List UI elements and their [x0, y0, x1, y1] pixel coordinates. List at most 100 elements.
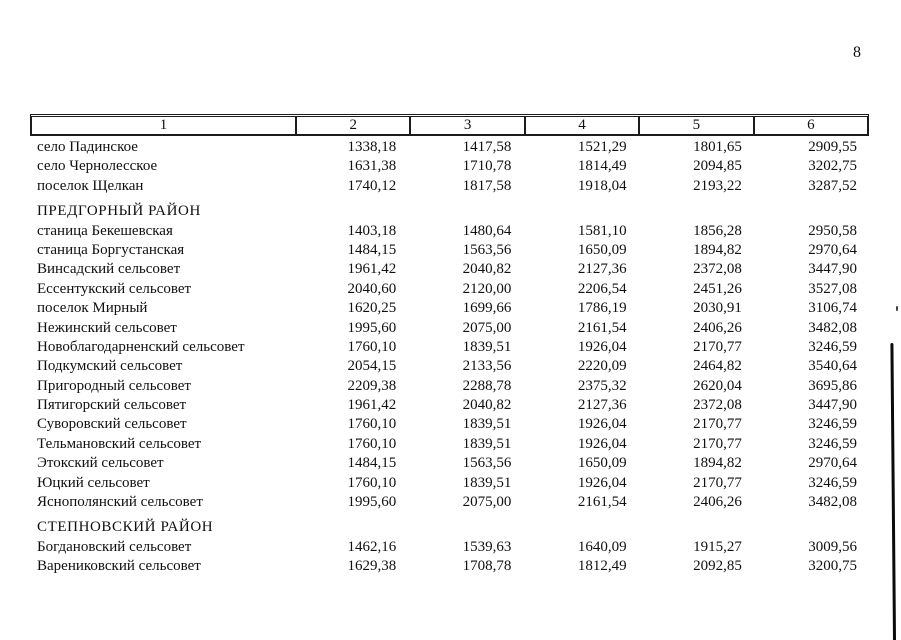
table-row: Подкумский сельсовет 2054,15 2133,56 2220,0… [30, 357, 869, 376]
value-cell: 2094,85 [693, 158, 742, 175]
value-cell: 1839,51 [462, 435, 512, 452]
settlement-name-cell: станица Боргустанская [37, 241, 185, 258]
value-cell: 3009,56 [808, 538, 858, 555]
settlement-name-cell: Подкумский сельсовет [37, 358, 183, 375]
column-header-6: 6 [752, 117, 867, 134]
value-cell: 1812,49 [577, 558, 627, 575]
value-cell: 3202,75 [808, 158, 858, 175]
settlement-name-cell: Пятигорский сельсовет [37, 397, 187, 414]
value-cell: 1918,04 [577, 177, 627, 194]
value-cell: 2970,64 [808, 455, 858, 472]
table-header-row: 1 2 3 4 5 6 [30, 114, 869, 136]
table-body: село Падинское 1338,18 1417,58 1521,29 1801,… [30, 136, 869, 577]
value-cell: 1699,66 [462, 300, 512, 317]
value-cell: 1650,09 [577, 455, 627, 472]
value-cell: 1631,38 [347, 158, 397, 175]
value-cell: 1839,51 [462, 416, 512, 433]
value-cell: 2075,00 [462, 319, 512, 336]
value-cell: 2133,56 [462, 358, 512, 375]
value-cell: 1760,10 [347, 416, 397, 433]
table-row: Этокский сельсовет 1484,15 1563,56 1650,09 1… [30, 454, 869, 473]
value-cell: 2030,91 [693, 300, 742, 317]
value-cell: 1961,42 [347, 261, 397, 278]
value-cell: 3482,08 [808, 494, 858, 511]
value-cell: 2161,54 [577, 319, 627, 336]
value-cell: 1484,15 [347, 455, 397, 472]
value-cell: 3200,75 [808, 558, 858, 575]
value-cell: 3106,74 [808, 300, 858, 317]
value-cell: 1926,04 [577, 435, 627, 452]
table-row: Пригородный сельсовет 2209,38 2288,78 2375,… [30, 377, 869, 396]
value-cell: 2170,77 [693, 416, 742, 433]
page-number: 8 [853, 44, 862, 61]
table-row: село Чернолесское 1631,38 1710,78 1814,49 20… [30, 157, 869, 176]
value-cell: 1839,51 [462, 338, 512, 355]
value-cell: 1629,38 [347, 558, 397, 575]
scan-artifact-line [890, 342, 896, 640]
value-cell: 1710,78 [462, 158, 512, 175]
value-cell: 1581,10 [577, 222, 627, 239]
value-cell: 2170,77 [693, 435, 742, 452]
table-row: Новоблагодарненский сельсовет 1760,10 1839… [30, 338, 869, 357]
value-cell: 1539,63 [462, 538, 512, 555]
settlement-name-cell: Тельмановский сельсовет [37, 435, 202, 452]
value-cell: 2040,60 [347, 280, 397, 297]
table-row: Пятигорский сельсовет 1961,42 2040,82 2127,… [30, 396, 869, 415]
settlement-name-cell: Новоблагодарненский сельсовет [37, 338, 245, 355]
value-cell: 2120,00 [462, 280, 512, 297]
settlement-name-cell: Винсадский сельсовет [37, 261, 181, 278]
value-cell: 1620,25 [347, 300, 397, 317]
value-cell: 3527,08 [808, 280, 858, 297]
column-header-3: 3 [409, 117, 523, 134]
table-row: Яснополянский сельсовет 1995,60 2075,00 216… [30, 493, 869, 512]
value-cell: 2950,58 [808, 222, 858, 239]
table-row: Нежинский сельсовет 1995,60 2075,00 2161,54… [30, 319, 869, 338]
value-cell: 1640,09 [577, 538, 627, 555]
value-cell: 2127,36 [577, 261, 627, 278]
value-cell: 1814,49 [577, 158, 627, 175]
column-header-5: 5 [638, 117, 752, 134]
value-cell: 1563,56 [462, 241, 512, 258]
table-row: Тельмановский сельсовет 1760,10 1839,51 192… [30, 435, 869, 454]
section-heading: СТЕПНОВСКИЙ РАЙОН [37, 519, 214, 536]
section-heading: ПРЕДГОРНЫЙ РАЙОН [37, 203, 201, 220]
value-cell: 3695,86 [808, 377, 858, 394]
table-row: Винсадский сельсовет 1961,42 2040,82 2127,3… [30, 260, 869, 279]
table-row: Ессентукский сельсовет 2040,60 2120,00 2206… [30, 280, 869, 299]
value-cell: 1856,28 [693, 222, 742, 239]
table-row: село Падинское 1338,18 1417,58 1521,29 1801,… [30, 138, 869, 157]
value-cell: 3246,59 [808, 435, 858, 452]
value-cell: 2127,36 [577, 397, 627, 414]
value-cell: 2040,82 [462, 397, 512, 414]
value-cell: 1894,82 [693, 241, 742, 258]
rates-table: 1 2 3 4 5 6 село Падинское 1338,18 1417,58… [30, 114, 869, 577]
value-cell: 2288,78 [462, 377, 512, 394]
settlement-name-cell: Суворовский сельсовет [37, 416, 187, 433]
value-cell: 1760,10 [347, 474, 397, 491]
settlement-name-cell: поселок Щелкан [37, 177, 144, 194]
value-cell: 2170,77 [693, 474, 742, 491]
value-cell: 1403,18 [347, 222, 397, 239]
value-cell: 2054,15 [347, 358, 397, 375]
value-cell: 1521,29 [577, 139, 627, 155]
value-cell: 3447,90 [808, 397, 858, 414]
settlement-name-cell: поселок Мирный [37, 300, 148, 317]
value-cell: 3246,59 [808, 416, 858, 433]
value-cell: 2220,09 [577, 358, 627, 375]
value-cell: 1740,12 [347, 177, 397, 194]
value-cell: 1338,18 [347, 139, 397, 155]
value-cell: 1915,27 [693, 538, 742, 555]
value-cell: 1894,82 [693, 455, 742, 472]
value-cell: 2909,55 [808, 139, 858, 155]
value-cell: 2092,85 [693, 558, 742, 575]
column-header-4: 4 [523, 117, 638, 134]
value-cell: 3540,64 [808, 358, 858, 375]
table-row: станица Бекешевская 1403,18 1480,64 1581,10… [30, 222, 869, 241]
value-cell: 2970,64 [808, 241, 858, 258]
value-cell: 2372,08 [693, 261, 742, 278]
value-cell: 2406,26 [693, 494, 742, 511]
value-cell: 2206,54 [577, 280, 627, 297]
value-cell: 2170,77 [693, 338, 742, 355]
value-cell: 2075,00 [462, 494, 512, 511]
